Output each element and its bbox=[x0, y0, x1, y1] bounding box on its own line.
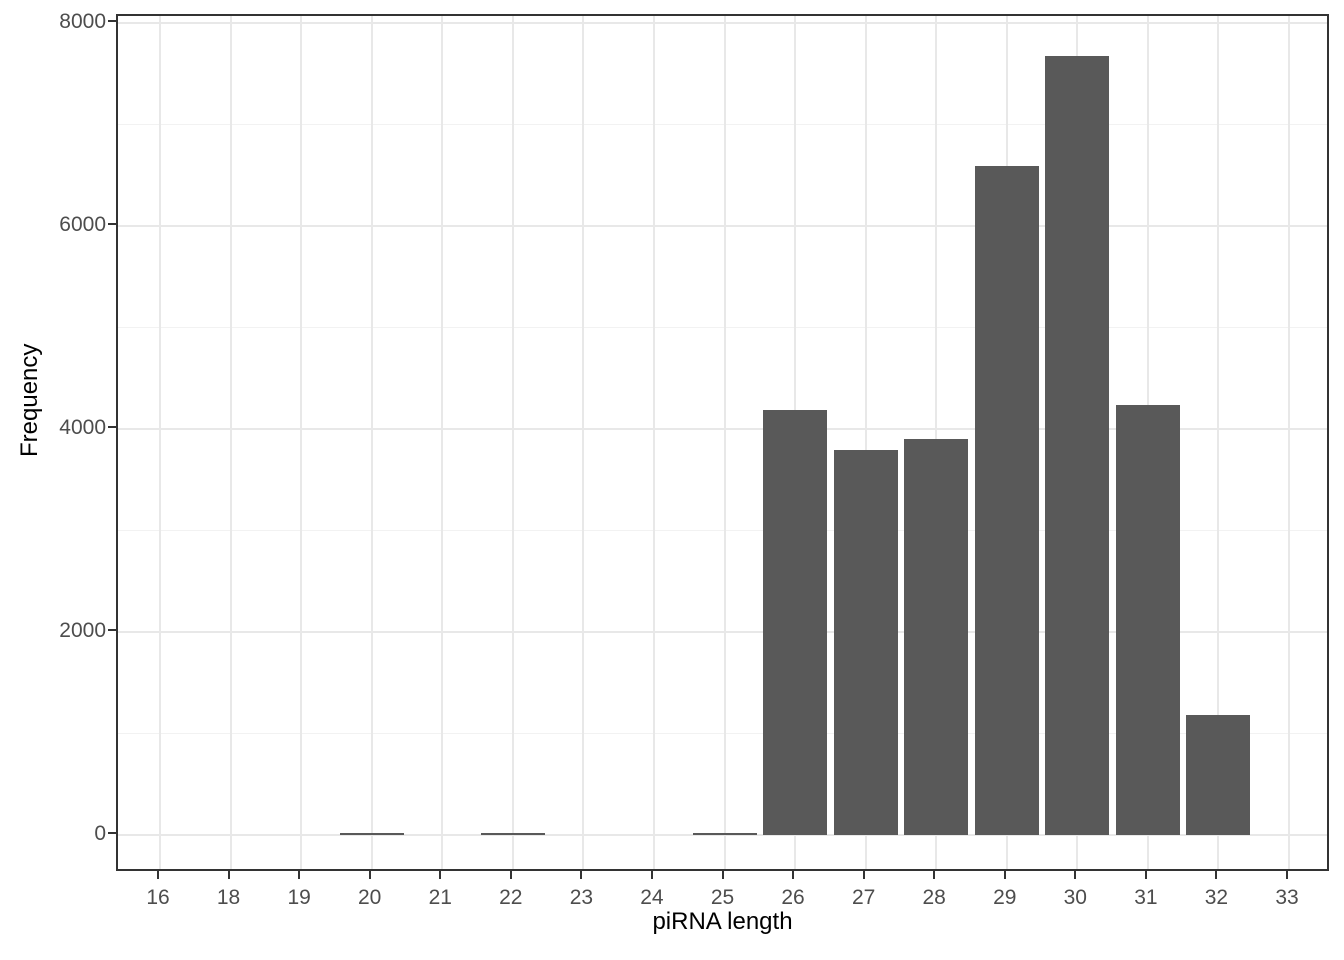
bar bbox=[763, 409, 828, 835]
x-tick-mark bbox=[1074, 871, 1077, 879]
major-gridline bbox=[118, 225, 1327, 227]
vertical-gridline bbox=[652, 16, 655, 869]
x-tick-label: 29 bbox=[993, 886, 1017, 909]
vertical-gridline bbox=[300, 16, 303, 869]
bar bbox=[1115, 404, 1180, 835]
x-tick-label: 20 bbox=[358, 886, 382, 909]
minor-gridline bbox=[118, 733, 1327, 734]
x-tick-label: 16 bbox=[146, 886, 170, 909]
x-tick-mark bbox=[157, 871, 159, 879]
vertical-gridline bbox=[441, 16, 444, 869]
y-tick-label: 4000 bbox=[59, 416, 106, 439]
x-tick-label: 30 bbox=[1063, 886, 1087, 909]
x-tick-mark bbox=[1144, 871, 1147, 879]
bar bbox=[974, 166, 1039, 835]
vertical-gridline bbox=[723, 16, 726, 869]
x-tick-mark bbox=[862, 871, 865, 879]
x-tick-mark bbox=[298, 871, 301, 879]
y-tick-mark bbox=[108, 629, 116, 631]
x-tick-mark bbox=[580, 871, 583, 879]
x-tick-label: 26 bbox=[781, 886, 805, 909]
x-tick-mark bbox=[933, 871, 936, 879]
y-tick-label: 6000 bbox=[59, 213, 106, 236]
y-tick-mark bbox=[108, 832, 116, 834]
x-tick-label: 28 bbox=[922, 886, 946, 909]
vertical-gridline bbox=[1217, 16, 1220, 869]
bar bbox=[1045, 56, 1110, 835]
x-axis-title: piRNA length bbox=[652, 908, 793, 935]
bar bbox=[833, 450, 898, 835]
x-tick-label: 23 bbox=[569, 886, 594, 909]
x-tick-label: 31 bbox=[1134, 886, 1158, 909]
bar bbox=[904, 439, 969, 835]
bar bbox=[339, 832, 404, 835]
x-tick-mark bbox=[439, 871, 442, 879]
x-tick-label: 21 bbox=[428, 886, 452, 909]
vertical-gridline bbox=[159, 16, 161, 869]
major-gridline bbox=[118, 631, 1327, 633]
bar bbox=[480, 833, 545, 835]
x-tick-label: 25 bbox=[710, 886, 735, 909]
vertical-gridline bbox=[370, 16, 373, 869]
vertical-gridline bbox=[864, 16, 867, 869]
y-tick-label: 2000 bbox=[59, 619, 106, 642]
vertical-gridline bbox=[582, 16, 585, 869]
y-tick-label: 0 bbox=[94, 822, 106, 845]
major-gridline bbox=[118, 22, 1327, 24]
bar bbox=[1186, 715, 1251, 835]
bar bbox=[692, 832, 757, 835]
vertical-gridline bbox=[1288, 16, 1290, 869]
plot-panel bbox=[116, 14, 1329, 871]
x-tick-label: 33 bbox=[1275, 886, 1299, 909]
x-tick-label: 32 bbox=[1204, 886, 1229, 909]
y-tick-mark bbox=[108, 20, 116, 22]
x-tick-label: 27 bbox=[851, 886, 876, 909]
x-tick-label: 19 bbox=[287, 886, 311, 909]
y-tick-label: 8000 bbox=[59, 10, 106, 33]
x-tick-mark bbox=[1215, 871, 1218, 879]
x-tick-mark bbox=[1286, 871, 1288, 879]
minor-gridline bbox=[118, 327, 1327, 328]
vertical-gridline bbox=[511, 16, 514, 869]
x-tick-mark bbox=[1003, 871, 1006, 879]
y-tick-mark bbox=[108, 426, 116, 428]
x-tick-label: 24 bbox=[640, 886, 664, 909]
minor-gridline bbox=[118, 124, 1327, 125]
x-tick-label: 18 bbox=[216, 886, 241, 909]
minor-gridline bbox=[118, 530, 1327, 531]
y-tick-mark bbox=[108, 223, 116, 225]
vertical-gridline bbox=[229, 16, 232, 869]
x-tick-mark bbox=[368, 871, 371, 879]
x-tick-mark bbox=[509, 871, 512, 879]
x-tick-label: 22 bbox=[499, 886, 523, 909]
x-tick-mark bbox=[792, 871, 795, 879]
x-tick-mark bbox=[227, 871, 230, 879]
major-gridline bbox=[118, 834, 1327, 836]
major-gridline bbox=[118, 428, 1327, 430]
x-tick-mark bbox=[721, 871, 724, 879]
x-tick-mark bbox=[650, 871, 653, 879]
